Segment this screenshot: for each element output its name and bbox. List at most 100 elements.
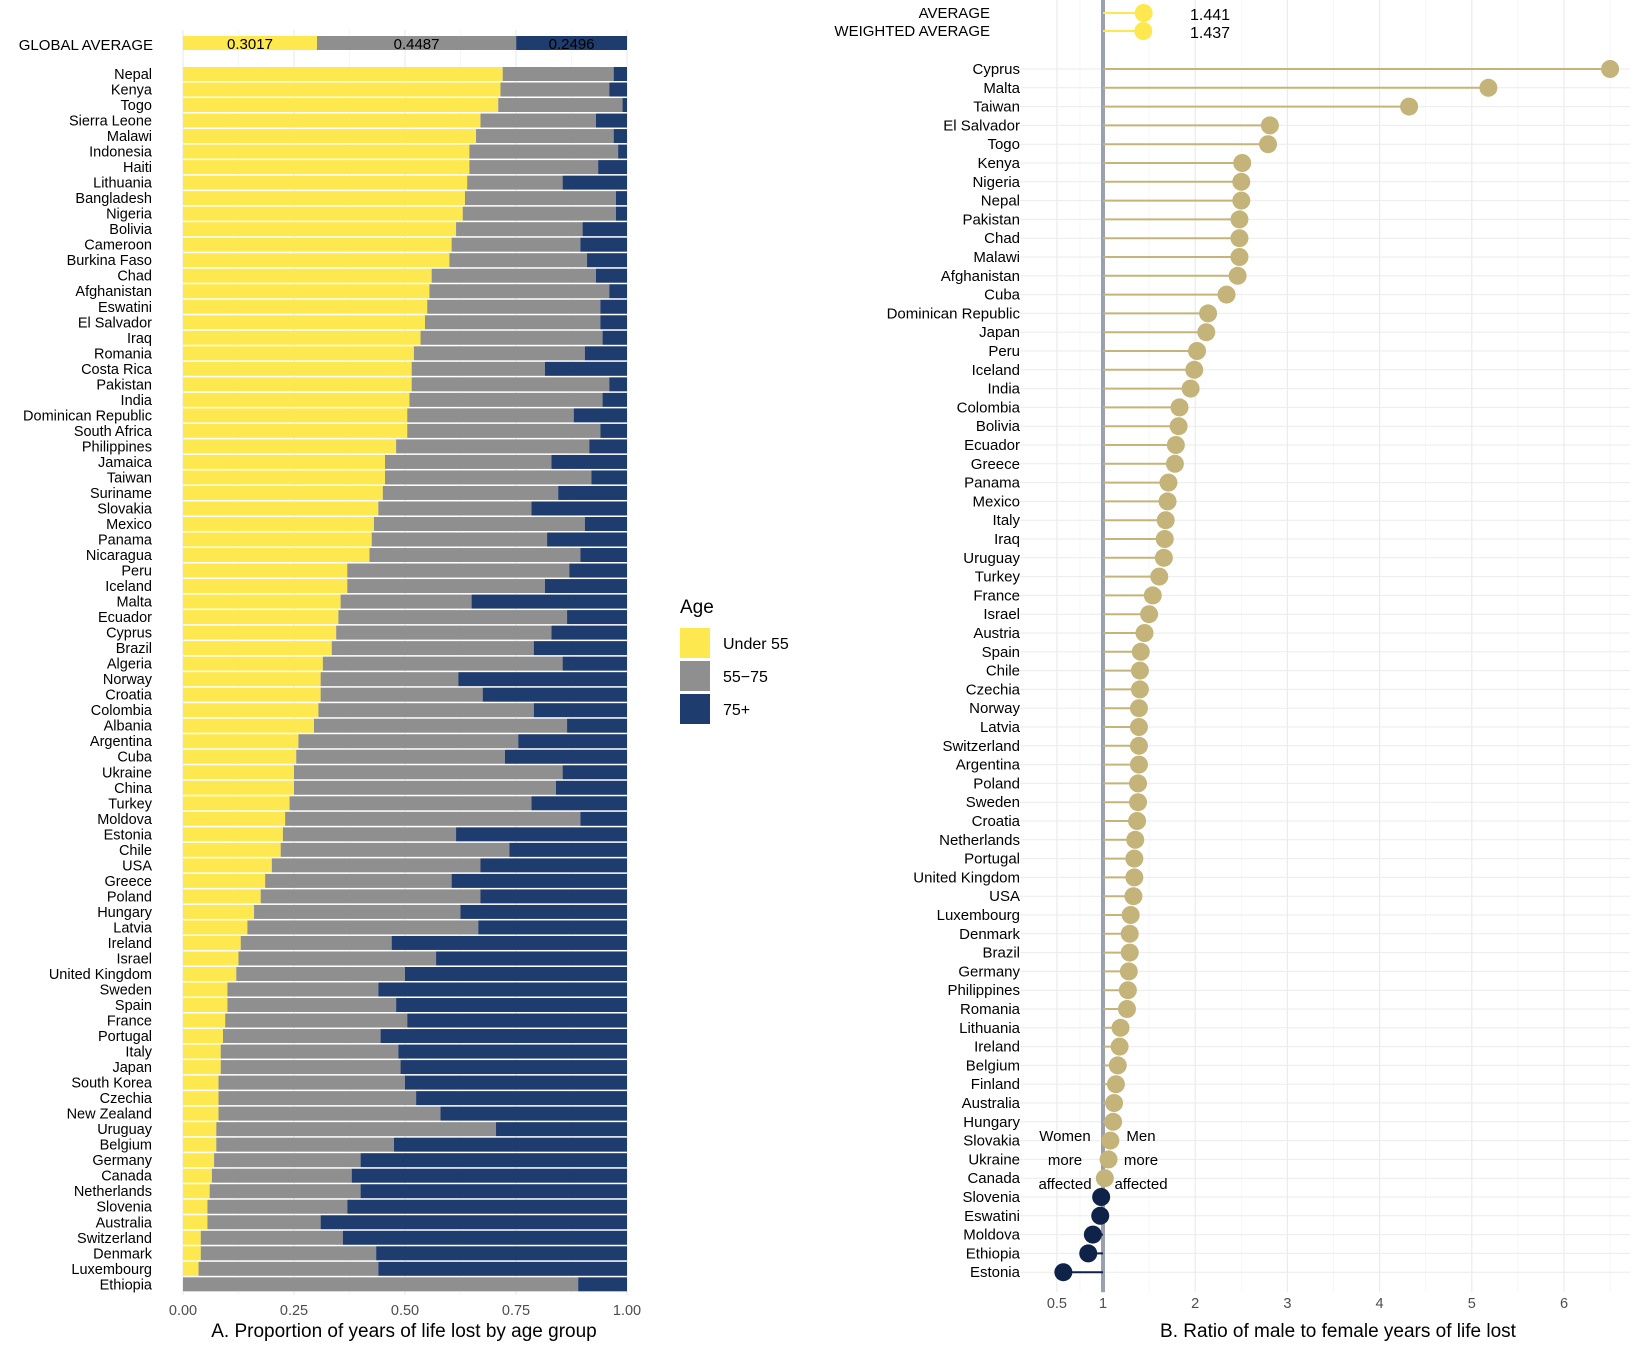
country-label-eswatini: Eswatini <box>98 300 152 316</box>
bar-bolivia-55-75 <box>456 222 583 237</box>
point-denmark <box>1120 924 1139 943</box>
country-label-el-salvador: El Salvador <box>943 117 1020 134</box>
country-label-czechia: Czechia <box>966 681 1021 698</box>
bar-croatia-75plus <box>482 687 627 702</box>
point-slovenia <box>1092 1188 1111 1206</box>
bar-switzerland-under55 <box>183 1230 201 1245</box>
bar-philippines-75plus <box>589 439 627 454</box>
point-slovakia <box>1101 1131 1120 1150</box>
bar-afghanistan-55-75 <box>429 284 610 299</box>
point-hungary <box>1104 1112 1123 1131</box>
global-average-label: GLOBAL AVERAGE <box>19 37 153 54</box>
country-label-slovakia: Slovakia <box>97 501 153 517</box>
point-mexico <box>1158 492 1177 511</box>
country-label-albania: Albania <box>104 719 153 735</box>
bar-afghanistan-under55 <box>183 284 430 299</box>
legend-label-55-75: 55−75 <box>723 669 768 686</box>
bar-algeria-under55 <box>183 656 323 671</box>
country-label-taiwan: Taiwan <box>107 470 152 486</box>
bar-taiwan-75plus <box>591 470 627 485</box>
country-label-luxembourg: Luxembourg <box>937 907 1020 924</box>
bar-denmark-55-75 <box>200 1246 377 1261</box>
bar-sierra-leone-75plus <box>595 113 627 128</box>
point-united-kingdom <box>1125 868 1144 887</box>
bar-philippines-under55 <box>183 439 397 454</box>
bar-hungary-75plus <box>460 904 627 919</box>
bar-sweden-under55 <box>183 982 228 997</box>
bar-italy-75plus <box>398 1044 627 1059</box>
bar-el-salvador-55-75 <box>424 315 601 330</box>
global-average-segment <box>316 36 517 50</box>
point-nigeria <box>1232 172 1251 191</box>
bar-slovenia-75plus <box>347 1199 627 1214</box>
panel-a-tick-label: 0.00 <box>169 1303 197 1319</box>
country-label-germany: Germany <box>958 963 1020 980</box>
bar-slovakia-55-75 <box>378 501 532 516</box>
bar-cyprus-75plus <box>551 625 627 640</box>
bar-poland-under55 <box>183 889 261 904</box>
bar-turkey-55-75 <box>289 796 532 811</box>
bar-latvia-55-75 <box>247 920 479 935</box>
bar-uruguay-under55 <box>183 1122 217 1137</box>
bar-ecuador-under55 <box>183 610 339 625</box>
country-label-denmark: Denmark <box>959 926 1020 943</box>
point-dominican-republic <box>1199 304 1218 323</box>
country-label-afghanistan: Afghanistan <box>75 284 152 300</box>
country-label-iraq: Iraq <box>127 331 152 347</box>
parity-reference-line <box>1101 0 1105 1293</box>
bar-luxembourg-75plus <box>378 1261 627 1276</box>
country-label-lithuania: Lithuania <box>93 176 153 192</box>
panel-b-tick-label: 2 <box>1191 1296 1199 1312</box>
country-label-slovenia: Slovenia <box>96 1200 153 1216</box>
global-average-bar: GLOBAL AVERAGE 0.3017 0.4487 0.2496 <box>19 36 627 54</box>
bar-poland-55-75 <box>260 889 481 904</box>
bar-indonesia-under55 <box>183 144 470 159</box>
bar-bangladesh-under55 <box>183 191 465 206</box>
country-label-south-korea: South Korea <box>71 1076 153 1092</box>
bar-slovakia-75plus <box>531 501 627 516</box>
point-malta <box>1479 78 1498 97</box>
bar-india-under55 <box>183 392 410 407</box>
country-label-india: India <box>987 381 1020 398</box>
point-portugal <box>1125 849 1144 868</box>
point-switzerland <box>1129 736 1148 755</box>
country-label-dominican-republic: Dominican Republic <box>887 305 1021 322</box>
bar-lithuania-75plus <box>562 175 627 190</box>
bar-burkina-faso-under55 <box>183 253 450 268</box>
point-pakistan <box>1230 210 1249 229</box>
point-ireland <box>1110 1037 1129 1056</box>
country-label-poland: Poland <box>973 775 1020 792</box>
country-label-ecuador: Ecuador <box>964 437 1020 454</box>
bar-indonesia-75plus <box>618 144 627 159</box>
bar-norway-55-75 <box>320 672 459 687</box>
men-annotation: Men more affected <box>1114 1128 1167 1193</box>
point-sweden <box>1129 793 1148 812</box>
point-czechia <box>1130 680 1149 699</box>
bar-jamaica-under55 <box>183 454 386 469</box>
bar-cameroon-under55 <box>183 237 452 252</box>
bar-nigeria-under55 <box>183 206 463 221</box>
country-label-jamaica: Jamaica <box>98 455 153 471</box>
bar-slovakia-under55 <box>183 501 379 516</box>
bar-jamaica-75plus <box>551 454 627 469</box>
bar-canada-under55 <box>183 1168 212 1183</box>
bar-lithuania-55-75 <box>467 175 563 190</box>
panel-a-tick-label: 1.00 <box>613 1303 641 1319</box>
country-label-cuba: Cuba <box>984 287 1021 304</box>
country-label-greece: Greece <box>971 456 1020 473</box>
bar-chile-75plus <box>509 842 627 857</box>
panel-a-stacked-bar-chart: GLOBAL AVERAGE 0.3017 0.4487 0.2496 NepalKe… <box>19 30 641 1342</box>
country-label-iceland: Iceland <box>972 362 1020 379</box>
global-average-segment <box>516 36 627 50</box>
bar-nicaragua-under55 <box>183 548 370 563</box>
country-label-israel: Israel <box>983 606 1020 623</box>
bar-togo-55-75 <box>498 98 623 113</box>
bar-romania-75plus <box>584 346 627 361</box>
point-australia <box>1105 1094 1124 1112</box>
point-taiwan <box>1400 97 1419 116</box>
point-cuba <box>1217 285 1236 304</box>
bar-netherlands-55-75 <box>209 1184 361 1199</box>
bar-chad-75plus <box>595 268 627 283</box>
bar-kenya-55-75 <box>500 82 610 97</box>
